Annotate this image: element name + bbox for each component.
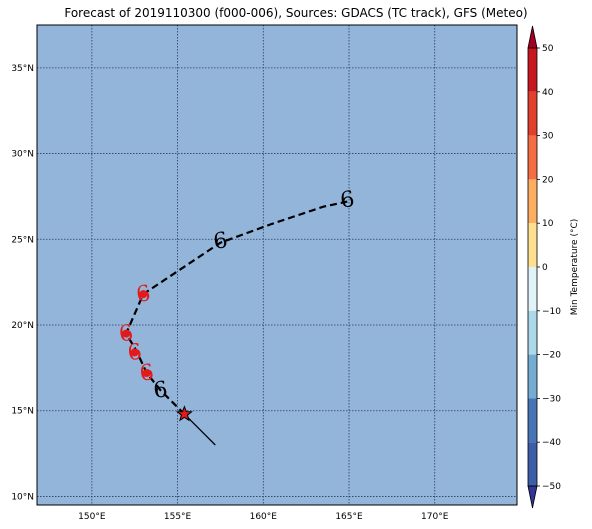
longitude-tick-label: 150°E [78,512,106,522]
tropical-storm-icon: 6 [138,360,155,387]
colorbar-segment [528,398,537,443]
colorbar-tick-label: −40 [542,438,561,448]
colorbar-segment [528,354,537,399]
tropical-storm-icon: 6 [212,228,229,255]
colorbar-segment [528,135,537,180]
colorbar-tick-label: −50 [542,482,561,492]
latitude-tick-label: 15°N [11,407,34,417]
colorbar-tick-label: −10 [542,307,561,317]
colorbar-max-extension [527,25,538,49]
colorbar-min-extension [527,485,538,509]
colorbar-tick-label: −30 [542,394,561,404]
ocean-background [37,25,517,505]
colorbar-segment [528,223,537,267]
colorbar-tick-label: 40 [542,88,554,98]
colorbar-tick-label: 20 [542,175,554,185]
map-frame [36,24,518,506]
tropical-storm-icon: 6 [152,377,169,404]
colorbar-segment [528,48,537,92]
longitude-tick-label: 170°E [421,512,449,522]
latitude-tick-label: 30°N [11,150,34,160]
latitude-tick-label: 10°N [11,492,34,502]
latitude-tick-label: 20°N [11,321,34,331]
current-position-star [175,405,193,422]
tropical-storm-icon: 6 [118,321,135,348]
latitude-tick-label: 25°N [11,235,34,245]
tropical-storm-icon: 6 [135,281,152,308]
colorbar-tick-label: −20 [542,351,561,361]
colorbar-tick-label: 30 [542,132,554,142]
colorbar-tick-label: 0 [542,263,548,273]
longitude-ticks: 150°E 155°E 160°E 165°E 170°E [78,512,449,522]
longitude-tick-label: 160°E [250,512,278,522]
colorbar-segment [528,91,537,136]
tropical-storm-icon: 6 [126,340,143,367]
colorbar-segment [528,310,537,355]
map-title: Forecast of 2019110300 (f000-006), Sourc… [64,6,528,20]
latitude-ticks: 10°N 15°N 20°N 25°N 30°N 35°N [11,64,34,503]
longitude-tick-label: 155°E [164,512,192,522]
tropical-storm-icon: 6 [339,187,356,214]
latitude-tick-label: 35°N [11,64,34,74]
storm-center-dot [142,369,151,377]
storm-center-dot [139,290,148,299]
colorbar-segment [528,179,537,224]
colorbar-tick-label: 10 [542,219,554,229]
colorbar-segment [528,267,537,311]
colorbar-label: Min Temperature (°C) [570,219,580,316]
storm-center-dot [122,329,131,338]
longitude-tick-label: 165°E [335,512,363,522]
storm-center-dot [130,348,139,357]
graticule [37,25,517,505]
colorbar-tick-label: 50 [542,44,554,54]
colorbar: 50 40 30 20 10 0 −10 −20 −30 −40 −50 Min Temperatur… [527,25,580,509]
colorbar-segment [528,442,537,486]
